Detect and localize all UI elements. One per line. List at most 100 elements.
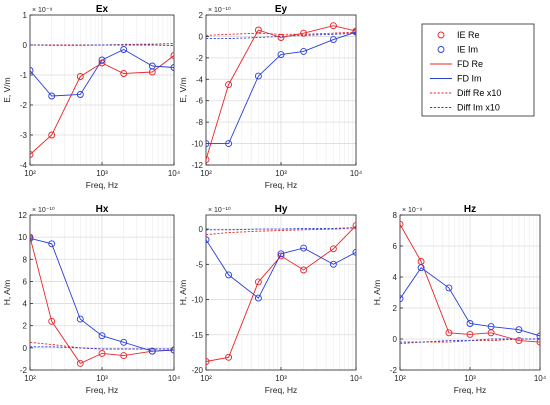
y-tick-label: -20 [191, 366, 203, 375]
y-exponent-label: × 10⁻⁹ [402, 207, 423, 214]
legend-item: Diff Im x10 [430, 103, 500, 113]
grid [399, 214, 541, 371]
series-line-fd-im [206, 31, 356, 145]
chart-title: Hy [275, 204, 288, 215]
y-exponent-label: × 10⁻¹⁰ [32, 206, 55, 214]
y-tick-label: 1 [23, 11, 28, 20]
data-point-ie-re [329, 22, 337, 30]
data-point-ie-re [329, 245, 337, 253]
chart-title: Ey [275, 4, 288, 15]
data-point-ie-im [487, 323, 495, 331]
chart-title: Hz [464, 204, 476, 215]
y-tick-label: 8 [393, 211, 398, 220]
y-tick-label: -4 [20, 161, 28, 170]
data-point-ie-im [277, 51, 285, 59]
chart-title: Hx [96, 204, 109, 215]
data-point-ie-re [277, 252, 285, 260]
y-tick-label: -2 [196, 54, 204, 63]
data-point-ie-im [329, 260, 337, 268]
data-point-ie-im [76, 315, 84, 323]
x-axis-label: Freq, Hz [265, 180, 298, 190]
data-point-ie-im [76, 91, 84, 98]
data-point-ie-im [225, 271, 233, 279]
legend-label: FD Re [457, 59, 483, 69]
series-line-diff-re-x10 [30, 43, 174, 46]
data-point-ie-re [120, 70, 128, 77]
y-tick-label: -12 [191, 161, 203, 170]
grid [205, 215, 357, 371]
x-tick-label: 10³ [275, 374, 287, 383]
series-line-fd-im [30, 237, 174, 352]
data-point-ie-re [48, 131, 56, 139]
data-point-ie-im [170, 346, 174, 354]
chart-title: Ex [96, 4, 109, 15]
legend-item: Diff Re x10 [430, 88, 501, 98]
data-point-ie-im [329, 36, 337, 44]
series-line-fd-re [400, 224, 540, 343]
data-point-ie-re [277, 34, 285, 41]
y-axis-label: H, A/m [2, 280, 12, 306]
legend-item: IE Im [437, 45, 478, 55]
data-point-ie-re [48, 317, 56, 325]
data-point-ie-re [76, 73, 84, 80]
data-point-ie-re [515, 337, 523, 345]
y-tick-label: 12 [18, 211, 27, 220]
series-line-diff-re-x10 [206, 31, 356, 36]
x-tick-label: 10⁴ [534, 374, 547, 383]
legend-label: IE Im [457, 45, 478, 55]
legend-item: FD Im [430, 74, 482, 84]
x-axis-label: Freq, Hz [86, 180, 119, 190]
series-line-diff-im-x10 [206, 32, 356, 40]
y-exponent-label: × 10⁻¹⁰ [208, 6, 231, 14]
x-tick-label: 10² [394, 374, 406, 383]
data-point-ie-re [536, 338, 540, 346]
x-tick-label: 10⁴ [350, 169, 363, 178]
series-line-diff-im-x10 [30, 346, 174, 350]
series-line-fd-re [206, 25, 356, 160]
data-point-ie-im [170, 64, 174, 71]
y-tick-label: -1 [20, 71, 28, 80]
data-point-ie-re [170, 52, 174, 59]
data-point-ie-im [352, 28, 356, 36]
data-point-ie-re [254, 26, 262, 34]
y-exponent-label: × 10⁻¹⁰ [208, 206, 231, 214]
data-point-ie-re [98, 59, 106, 67]
y-tick-label: 4 [23, 300, 28, 309]
y-tick-label: 2 [393, 304, 398, 313]
y-tick-label: -2 [20, 101, 28, 110]
data-point-ie-re [98, 349, 106, 357]
data-point-ie-im [48, 240, 56, 248]
chart-ex: -4 -3 -2 -1 0 1 10² 10³ 10⁴ × 10⁻⁹ Ex Freq, Hz E, V/… [2, 4, 181, 190]
data-point-ie-re [254, 278, 262, 286]
data-point-ie-im [30, 67, 34, 74]
data-point-ie-im [466, 320, 474, 327]
series-line-fd-im [400, 267, 540, 337]
x-tick-label: 10³ [275, 169, 287, 178]
series-line-diff-im-x10 [30, 44, 174, 47]
y-tick-label: 4 [393, 273, 398, 282]
data-point-ie-re [400, 220, 404, 228]
data-point-ie-im [98, 332, 106, 340]
legend-item: FD Re [430, 59, 483, 69]
data-point-ie-im [417, 264, 425, 272]
y-tick-label: -10 [191, 140, 203, 149]
y-tick-label: -6 [196, 97, 204, 106]
data-point-ie-im [352, 248, 356, 256]
chart-hy: -20 -15 -10 -5 0 10² 10³ 10⁴ × 10⁻¹⁰ Hy Freq, Hz H,… [178, 204, 363, 395]
series-group [206, 22, 356, 164]
y-axis-label: H, A/m [372, 280, 382, 306]
data-point-ie-im [120, 338, 128, 346]
data-point-ie-im [225, 140, 233, 148]
data-point-ie-re [225, 353, 233, 361]
y-tick-label: 6 [393, 242, 398, 251]
data-point-ie-im [120, 46, 128, 53]
x-tick-label: 10² [24, 374, 36, 383]
series-group [30, 43, 174, 158]
chart-hx: -2 0 2 4 6 8 10 12 10² 10³ 10⁴ × 10⁻¹⁰ Hx Freq, Hz H, … [2, 204, 181, 395]
data-point-ie-im [148, 62, 156, 70]
data-point-ie-re [466, 330, 474, 338]
y-tick-label: 10 [18, 233, 27, 242]
data-point-ie-im [536, 332, 540, 340]
data-point-ie-re [352, 222, 356, 230]
